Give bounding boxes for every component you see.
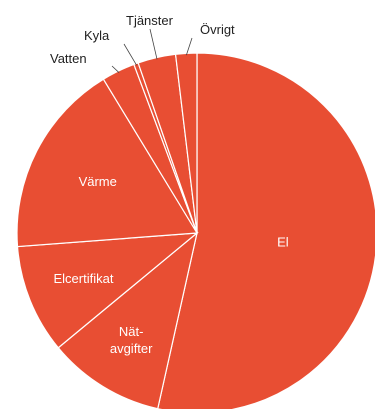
leader-line-tjanster	[149, 28, 158, 60]
leader-line-ovrigt	[185, 37, 193, 56]
pie-slice-elcertifikat	[16, 232, 199, 349]
pie-slice-varme	[16, 78, 199, 248]
leader-line-kyla	[123, 43, 137, 66]
slice-label-nat-avgifter: Nät-avgifter	[110, 324, 153, 356]
leader-lines	[111, 28, 193, 74]
pie-slice-ovrigt	[174, 52, 198, 234]
slice-label-varme: Värme	[79, 174, 117, 189]
slice-label-el: El	[277, 234, 289, 249]
slice-label-ovrigt: Övrigt	[200, 22, 235, 37]
leader-line-vatten	[111, 65, 120, 74]
slice-label-kyla: Kyla	[84, 28, 110, 43]
slice-labels: El Nät-avgifter Elcertifikat Värme Vatten Kyl…	[50, 13, 289, 356]
slice-label-vatten: Vatten	[50, 51, 87, 66]
pie-slice-nat-avgifter	[57, 231, 198, 409]
slice-label-tjanster: Tjänster	[126, 13, 174, 28]
pie-slices	[16, 52, 375, 409]
pie-slice-el	[157, 52, 375, 409]
slice-label-elcertifikat: Elcertifikat	[53, 271, 113, 286]
